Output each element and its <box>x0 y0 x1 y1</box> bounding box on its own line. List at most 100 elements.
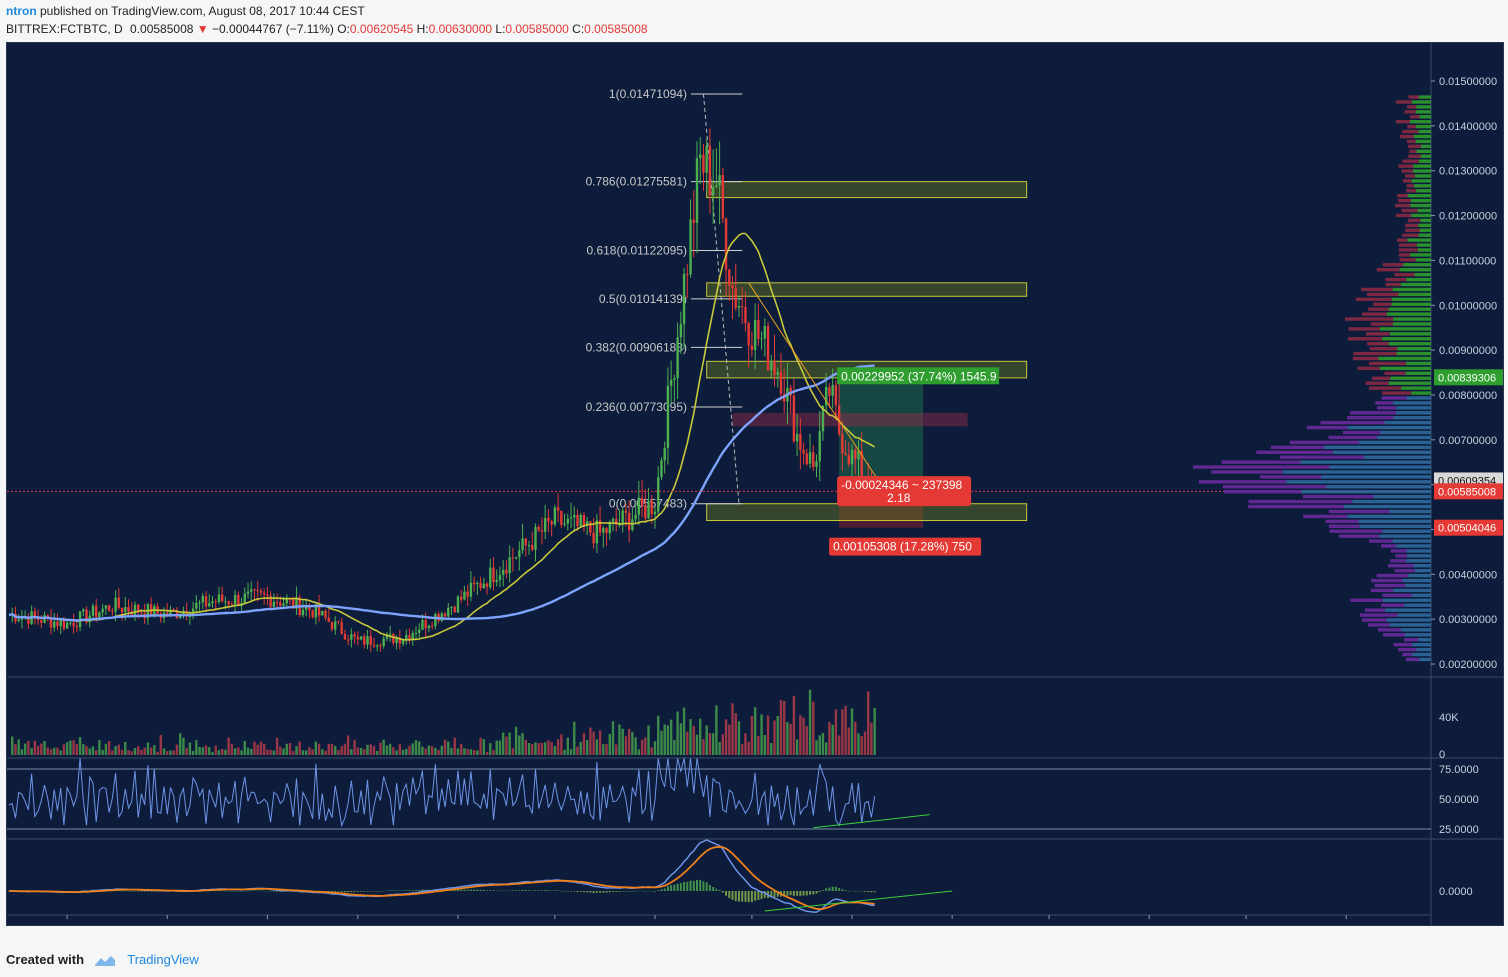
profile-bar <box>1392 287 1431 292</box>
profile-bar <box>1381 544 1397 548</box>
candle-body <box>763 326 767 339</box>
volume-bar <box>818 735 821 755</box>
profile-bar <box>1416 243 1431 247</box>
candle-body <box>605 528 608 534</box>
candle-body <box>111 610 114 612</box>
candle-body <box>292 599 295 609</box>
profile-bar <box>1383 633 1405 637</box>
macd-histogram-bar <box>686 881 689 891</box>
candle-body <box>585 521 589 526</box>
price-tick-label: 0.00400000 <box>1439 569 1497 581</box>
volume-bar <box>424 748 427 755</box>
macd-histogram-bar <box>592 891 595 894</box>
price-tick-label: 0.00900000 <box>1439 345 1497 357</box>
open-value: 0.00620545 <box>349 22 414 36</box>
profile-bar <box>1371 578 1403 583</box>
profile-bar <box>1412 642 1431 647</box>
volume-bar <box>831 724 834 755</box>
profile-bar <box>1359 440 1431 445</box>
resistance-box <box>706 503 1028 522</box>
macd-histogram-bar <box>770 891 773 898</box>
profile-bar <box>1407 218 1421 223</box>
candle-body <box>560 510 563 525</box>
profile-bar <box>1382 593 1412 598</box>
chart-svg[interactable]: 1(0.01471094) 0.786(0.01275581) 0.618(0.01… <box>7 43 1503 925</box>
fib-level-label: 1(0.01471094) <box>609 87 687 101</box>
low-label: L: <box>495 22 506 36</box>
volume-bar <box>88 748 91 755</box>
candle-body <box>185 610 188 617</box>
target-label-bg <box>837 367 1000 385</box>
author-name[interactable]: ntron <box>6 4 37 18</box>
supply-box <box>732 412 968 427</box>
profile-bar <box>1359 613 1398 617</box>
volume-bar <box>195 740 198 755</box>
candle-body <box>17 619 20 622</box>
profile-bar <box>1401 169 1414 173</box>
candle-body <box>250 589 253 592</box>
volume-bar <box>198 747 201 755</box>
profile-bar <box>1352 499 1431 504</box>
volume-bar <box>479 737 482 755</box>
candle-body <box>618 524 621 526</box>
candle-body <box>363 636 366 645</box>
macd-histogram-bar <box>398 890 401 891</box>
macd-histogram-bar <box>867 891 870 892</box>
rsi-divergence-line <box>813 814 930 829</box>
candle-body <box>689 219 692 275</box>
candle-body <box>314 604 318 618</box>
profile-bar <box>1363 455 1431 459</box>
macd-histogram-bar <box>712 887 715 891</box>
macd-histogram-bar <box>518 890 521 891</box>
profile-bar <box>1407 124 1416 129</box>
profile-bar <box>1399 258 1416 262</box>
candle-body <box>576 514 579 527</box>
profile-bar <box>1399 243 1417 247</box>
fib-level-label: 0.382(0.00906183) <box>586 340 687 354</box>
volume-bar <box>673 739 676 755</box>
candle-body <box>82 609 85 612</box>
profile-bar <box>1407 238 1431 242</box>
profile-bar <box>1359 524 1431 528</box>
profile-bar <box>1325 485 1431 489</box>
chart-area[interactable]: 1(0.01471094) 0.786(0.01275581) 0.618(0.01… <box>6 42 1504 926</box>
volume-bar <box>611 721 615 755</box>
volume-bar <box>262 743 266 755</box>
volume-bar <box>763 735 767 755</box>
volume-bar <box>676 711 679 755</box>
profile-bar <box>1411 213 1431 218</box>
tradingview-link[interactable]: TradingView <box>127 952 199 967</box>
profile-bar <box>1324 445 1431 450</box>
volume-bar <box>524 739 527 755</box>
volume-bar <box>366 744 369 755</box>
volume-bar <box>243 740 246 755</box>
candle-body <box>792 395 796 442</box>
macd-histogram-bar <box>576 891 579 892</box>
volume-bar <box>837 735 841 755</box>
volume-bar <box>728 724 731 755</box>
volume-bar <box>59 750 62 755</box>
candle-body <box>589 521 592 533</box>
profile-bar <box>1223 490 1302 494</box>
candle-body <box>669 379 673 386</box>
macd-histogram-bar <box>340 891 343 892</box>
candle-body <box>256 589 259 591</box>
profile-bar <box>1391 302 1431 306</box>
macd-histogram-bar <box>256 890 259 892</box>
profile-bar <box>1411 179 1431 183</box>
candle-body <box>246 591 250 594</box>
profile-bar <box>1405 583 1431 588</box>
macd-histogram-bar <box>692 880 695 891</box>
macd-histogram-bar <box>828 887 831 891</box>
macd-histogram-bar <box>418 889 421 891</box>
candle-body <box>692 219 695 223</box>
macd-histogram-bar <box>524 890 527 891</box>
volume-bar <box>602 744 605 755</box>
macd-histogram-bar <box>573 891 576 892</box>
candle-body <box>602 528 605 533</box>
macd-histogram-bar <box>482 890 485 891</box>
volume-bar <box>40 743 43 755</box>
volume-bar <box>363 749 366 755</box>
volume-bar <box>379 742 382 755</box>
profile-bar <box>1418 159 1431 163</box>
